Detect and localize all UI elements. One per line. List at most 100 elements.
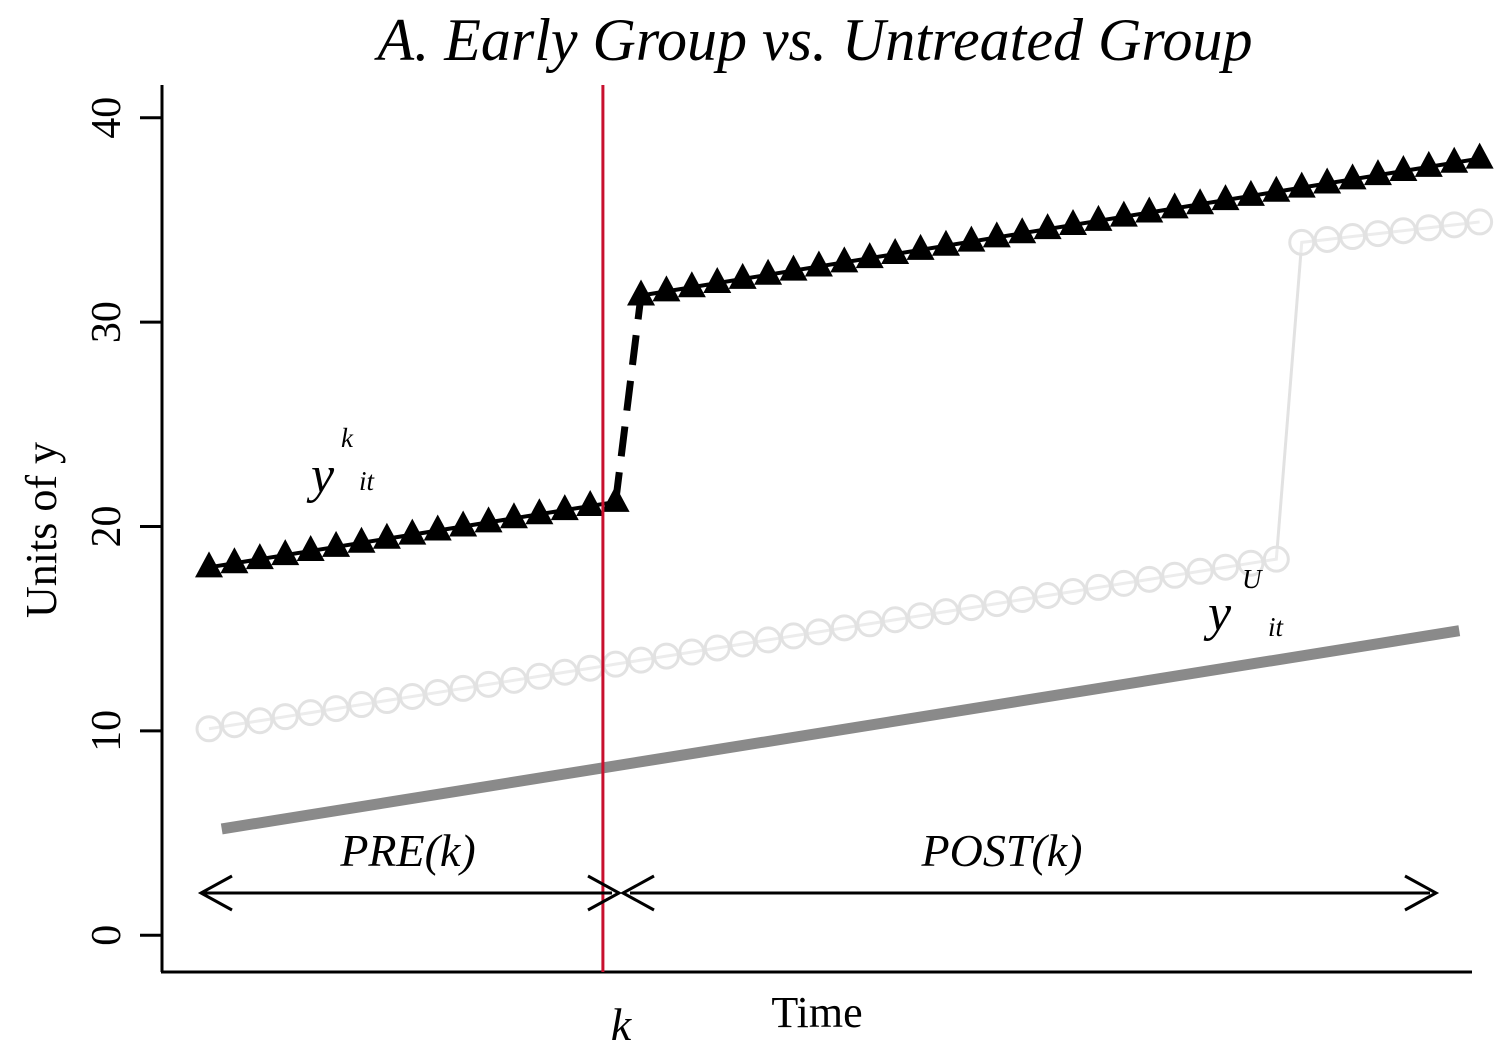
- pre-arrow-left-head: [197, 874, 233, 912]
- early-series-point-44: [1313, 167, 1342, 194]
- early-series-point-9: [423, 514, 452, 541]
- early-series-point-2: [245, 543, 274, 570]
- late-series-point-14: [551, 658, 579, 686]
- early-series-label: y k it: [306, 423, 376, 504]
- late-series-point-29: [932, 598, 960, 626]
- early-series-point-35: [1084, 204, 1113, 231]
- early-series-point-30: [957, 225, 986, 252]
- late-series-point-27: [881, 606, 909, 634]
- early-series-point-15: [576, 490, 605, 517]
- early-series-point-28: [906, 233, 935, 260]
- late-series-point-32: [1008, 586, 1036, 614]
- early-series-point-37: [1135, 196, 1164, 223]
- untreated-series-label: y U it: [1203, 564, 1285, 642]
- late-series-point-48: [1415, 214, 1443, 242]
- late-series-point-16: [602, 650, 630, 678]
- early-series-point-34: [1059, 208, 1088, 235]
- yu-sub: it: [1268, 612, 1285, 642]
- early-series-point-48: [1414, 150, 1443, 177]
- late-series-point-2: [246, 707, 274, 735]
- yk-sup: k: [341, 423, 354, 453]
- early-series-point-32: [1008, 217, 1037, 244]
- late-series-point-0: [195, 715, 223, 743]
- yk-base: y: [306, 447, 335, 504]
- late-series-point-12: [500, 666, 528, 694]
- early-series-point-11: [474, 506, 503, 533]
- early-series-point-47: [1389, 155, 1418, 182]
- early-series-point-31: [982, 221, 1011, 248]
- late-series-point-8: [398, 682, 426, 710]
- untreated-series-line: [220, 625, 1461, 835]
- late-series-point-45: [1339, 223, 1367, 251]
- early-series-point-43: [1287, 171, 1316, 198]
- early-series-point-50: [1465, 142, 1494, 169]
- late-series-point-28: [907, 602, 935, 630]
- late-series-point-42: [1262, 545, 1290, 573]
- pre-period-label: PRE(k): [339, 825, 475, 876]
- early-series-point-5: [322, 530, 351, 557]
- late-series-point-24: [805, 618, 833, 646]
- early-series-point-26: [855, 242, 884, 269]
- early-series-point-7: [372, 522, 401, 549]
- early-series-point-23: [779, 254, 808, 281]
- late-series-point-47: [1389, 217, 1417, 245]
- late-series-point-13: [525, 662, 553, 690]
- early-series-point-33: [1033, 213, 1062, 240]
- early-series-point-29: [931, 229, 960, 256]
- late-series-point-41: [1237, 549, 1265, 577]
- early-series-point-14: [550, 494, 579, 521]
- late-series-point-50: [1466, 208, 1494, 236]
- late-series-point-26: [856, 610, 884, 638]
- late-series-point-25: [830, 614, 858, 642]
- late-series-point-19: [678, 638, 706, 666]
- period-arrows: [197, 874, 1440, 912]
- late-series-point-20: [703, 634, 731, 662]
- late-series-point-22: [754, 626, 782, 654]
- y-tick-label-10: 10: [84, 710, 130, 752]
- late-series-point-17: [627, 646, 655, 674]
- early-series-point-24: [804, 250, 833, 277]
- late-series-point-18: [652, 642, 680, 670]
- late-series-point-38: [1161, 561, 1189, 589]
- late-series-point-9: [424, 678, 452, 706]
- early-series-point-12: [499, 502, 528, 529]
- post-arrow-right-head: [1404, 874, 1440, 912]
- early-series-point-1: [220, 547, 249, 574]
- late-series-point-39: [1186, 557, 1214, 585]
- late-series-point-7: [373, 687, 401, 715]
- late-series-point-31: [983, 590, 1011, 618]
- chart-title: A. Early Group vs. Untreated Group: [374, 7, 1253, 73]
- early-series-point-13: [525, 498, 554, 525]
- early-series-point-25: [830, 246, 859, 273]
- late-series-point-6: [347, 691, 375, 719]
- late-series-point-3: [271, 703, 299, 731]
- early-series-point-18: [652, 275, 681, 302]
- late-series-point-40: [1212, 553, 1240, 581]
- early-series-point-19: [677, 271, 706, 298]
- late-series-point-11: [475, 670, 503, 698]
- late-series-point-33: [1034, 582, 1062, 610]
- axes: [160, 85, 1472, 974]
- early-series-point-41: [1236, 179, 1265, 206]
- late-series-point-49: [1440, 211, 1468, 239]
- early-series-point-8: [398, 518, 427, 545]
- late-series-point-46: [1364, 220, 1392, 248]
- early-series-point-20: [703, 267, 732, 294]
- late-series-point-44: [1313, 225, 1341, 253]
- early-series-point-45: [1338, 163, 1367, 190]
- series-layer: [195, 142, 1494, 835]
- y-tick-label-0: 0: [84, 925, 130, 946]
- early-series-point-4: [296, 534, 325, 561]
- early-series-point-39: [1186, 188, 1215, 215]
- early-series-point-38: [1160, 192, 1189, 219]
- early-series-point-42: [1262, 175, 1291, 202]
- early-series-point-17: [627, 279, 656, 306]
- y-tick-label-40: 40: [84, 97, 130, 139]
- early-series-point-0: [195, 551, 224, 578]
- late-series-point-10: [449, 674, 477, 702]
- early-series-point-49: [1440, 146, 1469, 173]
- late-series-point-36: [1110, 569, 1138, 597]
- late-series-line: [208, 220, 1480, 731]
- late-series-point-30: [957, 594, 985, 622]
